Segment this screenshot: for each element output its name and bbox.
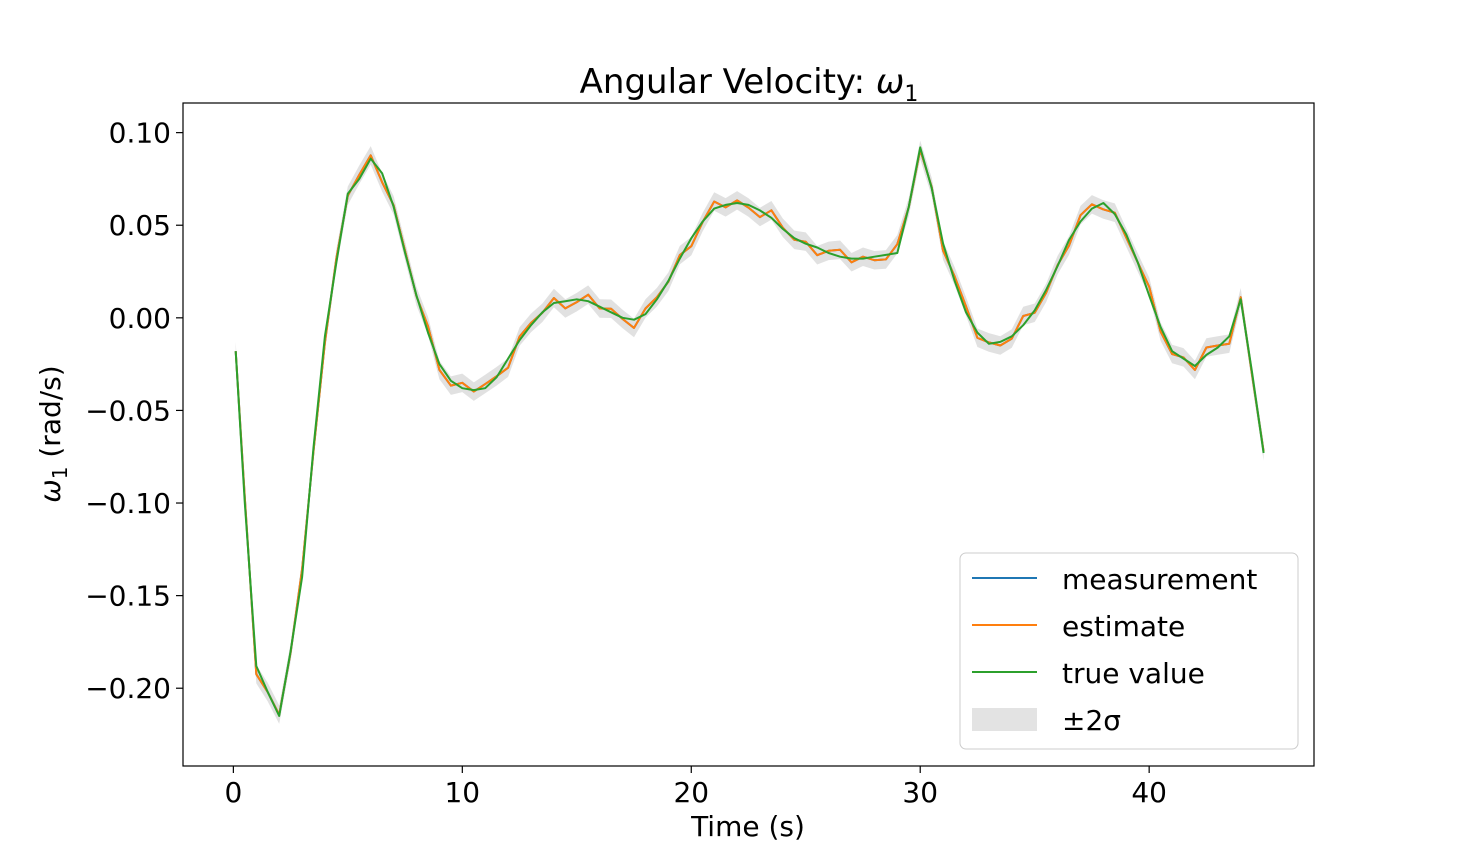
legend: measurement estimate true value ±2σ	[959, 552, 1299, 750]
x-tick-label: 30	[902, 776, 938, 809]
y-axis-label: ω1 (rad/s)	[34, 365, 72, 502]
y-tick-label: 0.00	[109, 302, 171, 335]
plot-frame	[182, 102, 1315, 767]
y-tick-label: −0.15	[85, 580, 171, 613]
legend-label-band: ±2σ	[1062, 704, 1121, 737]
x-tick-label: 0	[224, 776, 242, 809]
y-tick-label: −0.20	[85, 672, 171, 705]
x-axis: 0 10 20 30 40	[224, 766, 1167, 809]
legend-label-true-value: true value	[1062, 657, 1205, 690]
y-tick-label: 0.10	[109, 117, 171, 150]
plot-area	[234, 140, 1265, 724]
x-tick-label: 10	[444, 776, 480, 809]
legend-label-estimate: estimate	[1062, 610, 1185, 643]
y-axis: −0.20 −0.15 −0.10 −0.05 0.00 0.05 0.10	[85, 117, 183, 705]
chart-title: Angular Velocity: ω1	[580, 62, 919, 107]
x-tick-label: 20	[673, 776, 709, 809]
series-true-value-line	[234, 146, 1265, 717]
legend-label-measurement: measurement	[1062, 563, 1257, 596]
legend-swatch-band	[972, 708, 1037, 731]
y-tick-label: −0.10	[85, 487, 171, 520]
y-tick-label: 0.05	[109, 209, 171, 242]
legend-box	[959, 552, 1299, 750]
x-axis-label: Time (s)	[690, 810, 805, 843]
y-tick-label: −0.05	[85, 394, 171, 427]
x-tick-label: 40	[1131, 776, 1167, 809]
